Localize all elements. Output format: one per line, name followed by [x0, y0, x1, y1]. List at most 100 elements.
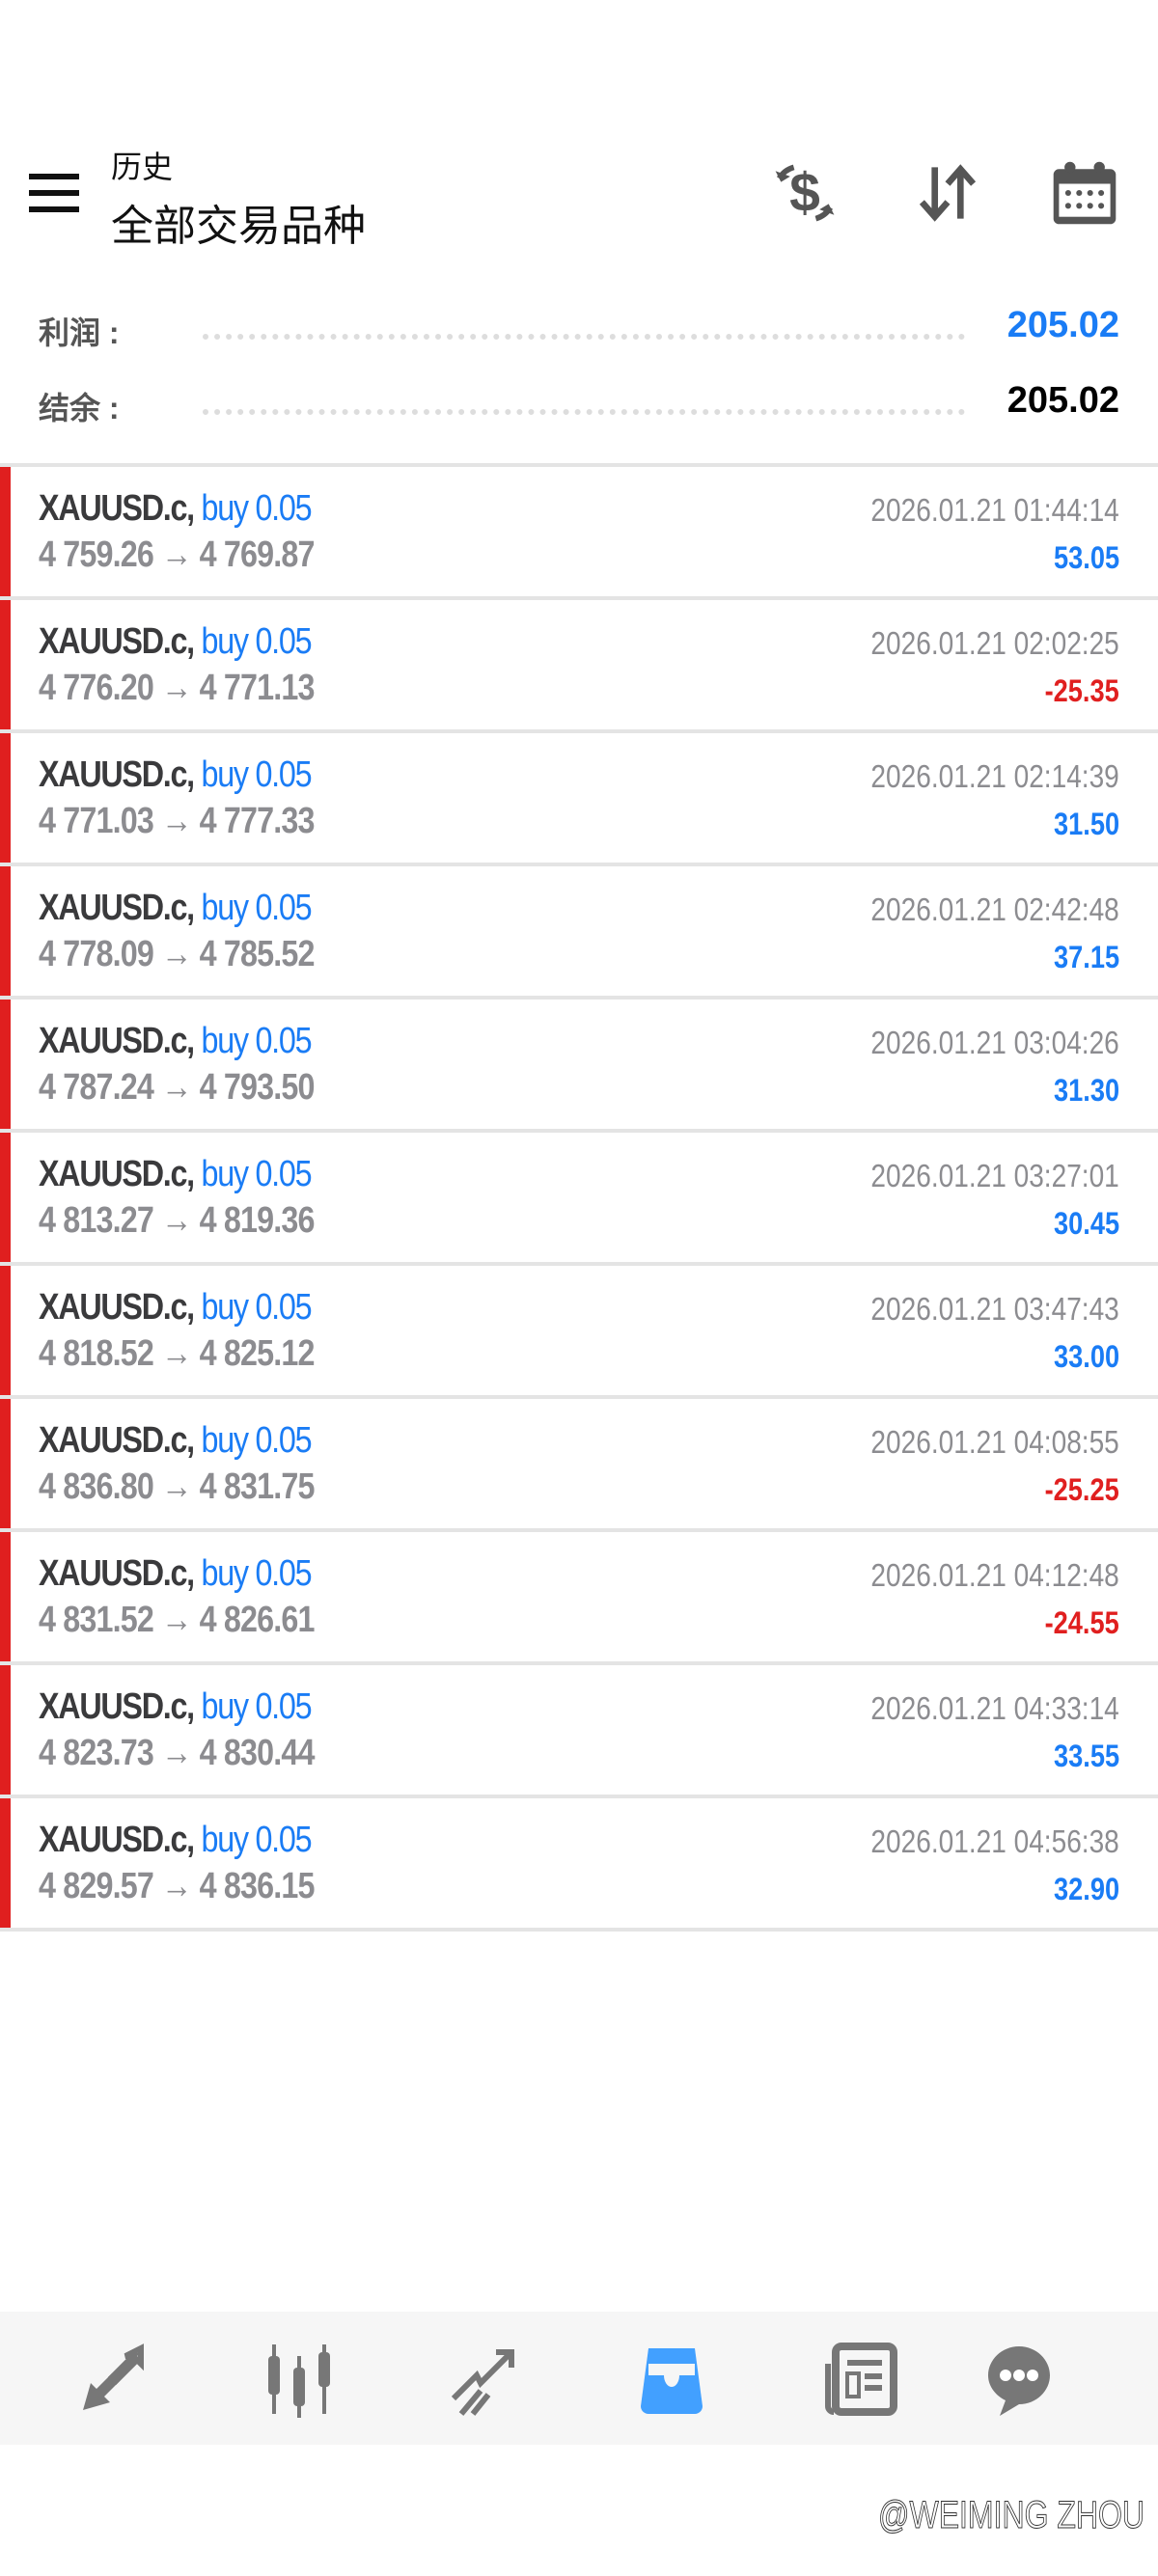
- trade-row[interactable]: XAUUSD.c, buy 0.05 4 818.52 → 4 825.12 2…: [0, 1266, 1158, 1399]
- summary: 利润 : 205.02 结余 : 205.02: [0, 289, 1158, 440]
- trade-symbol: XAUUSD.c,: [39, 888, 195, 928]
- trade-title: XAUUSD.c, buy 0.05: [39, 488, 313, 530]
- trade-symbol: XAUUSD.c,: [39, 1154, 195, 1194]
- bottom-nav: [0, 2312, 1158, 2445]
- quotes-icon[interactable]: [75, 2341, 152, 2418]
- trade-prices: 4 813.27 → 4 819.36: [39, 1200, 315, 1241]
- trade-prices: 4 778.09 → 4 785.52: [39, 934, 315, 974]
- trade-title: XAUUSD.c, buy 0.05: [39, 1686, 313, 1728]
- trade-time: 2026.01.21 04:12:48: [870, 1557, 1119, 1593]
- trade-symbol: XAUUSD.c,: [39, 1021, 195, 1061]
- sort-icon[interactable]: [911, 156, 984, 230]
- trade-list: XAUUSD.c, buy 0.05 4 759.26 → 4 769.87 2…: [0, 463, 1158, 1932]
- buy-indicator-bar: [0, 1133, 11, 1262]
- trade-time: 2026.01.21 02:14:39: [870, 758, 1119, 794]
- balance-label: 结余 :: [39, 391, 120, 425]
- trade-title: XAUUSD.c, buy 0.05: [39, 754, 313, 796]
- chat-icon[interactable]: [980, 2341, 1058, 2418]
- buy-indicator-bar: [0, 866, 11, 996]
- trade-prices: 4 759.26 → 4 769.87: [39, 534, 315, 575]
- trade-time: 2026.01.21 01:44:14: [870, 492, 1119, 528]
- trade-profit: -24.55: [1044, 1605, 1119, 1640]
- trade-side-volume: buy 0.05: [201, 888, 313, 928]
- chart-icon[interactable]: [261, 2341, 338, 2418]
- trade-title: XAUUSD.c, buy 0.05: [39, 621, 313, 663]
- trade-row[interactable]: XAUUSD.c, buy 0.05 4 776.20 → 4 771.13 2…: [0, 600, 1158, 733]
- trade-row[interactable]: XAUUSD.c, buy 0.05 4 759.26 → 4 769.87 2…: [0, 467, 1158, 600]
- balance-row: 结余 : 205.02: [0, 365, 1158, 440]
- trade-prices: 4 787.24 → 4 793.50: [39, 1067, 315, 1108]
- trade-profit: 30.45: [1053, 1206, 1119, 1241]
- trade-row[interactable]: XAUUSD.c, buy 0.05 4 787.24 → 4 793.50 2…: [0, 1000, 1158, 1133]
- trade-row[interactable]: XAUUSD.c, buy 0.05 4 771.03 → 4 777.33 2…: [0, 733, 1158, 866]
- profit-row: 利润 : 205.02: [0, 289, 1158, 365]
- svg-text:$: $: [789, 162, 820, 224]
- trade-side-volume: buy 0.05: [201, 621, 313, 662]
- trade-symbol: XAUUSD.c,: [39, 488, 195, 529]
- trade-profit: -25.35: [1044, 673, 1119, 708]
- trade-profit: 32.90: [1053, 1872, 1119, 1906]
- trade-symbol: XAUUSD.c,: [39, 621, 195, 662]
- trade-time: 2026.01.21 02:02:25: [870, 625, 1119, 661]
- trade-symbol: XAUUSD.c,: [39, 754, 195, 795]
- trade-row[interactable]: XAUUSD.c, buy 0.05 4 823.73 → 4 830.44 2…: [0, 1665, 1158, 1798]
- trade-time: 2026.01.21 04:08:55: [870, 1424, 1119, 1460]
- trade-symbol: XAUUSD.c,: [39, 1420, 195, 1461]
- trade-title: XAUUSD.c, buy 0.05: [39, 1820, 313, 1861]
- trade-prices: 4 818.52 → 4 825.12: [39, 1333, 315, 1374]
- buy-indicator-bar: [0, 1665, 11, 1795]
- trade-title: XAUUSD.c, buy 0.05: [39, 1287, 313, 1329]
- trade-profit: 31.50: [1053, 807, 1119, 841]
- trade-profit: 33.00: [1053, 1339, 1119, 1374]
- trade-symbol: XAUUSD.c,: [39, 1820, 195, 1860]
- toolbar: 历史 全部交易品种 $: [0, 135, 1158, 260]
- calendar-icon[interactable]: [1048, 156, 1121, 230]
- trade-side-volume: buy 0.05: [201, 754, 313, 795]
- buy-indicator-bar: [0, 1798, 11, 1928]
- trade-title: XAUUSD.c, buy 0.05: [39, 888, 313, 929]
- trade-title: XAUUSD.c, buy 0.05: [39, 1420, 313, 1462]
- trade-row[interactable]: XAUUSD.c, buy 0.05 4 831.52 → 4 826.61 2…: [0, 1532, 1158, 1665]
- page-subtitle: 历史: [111, 150, 174, 184]
- trade-time: 2026.01.21 03:04:26: [870, 1025, 1119, 1060]
- trade-side-volume: buy 0.05: [201, 1021, 313, 1061]
- trade-side-volume: buy 0.05: [201, 1420, 313, 1461]
- trade-time: 2026.01.21 03:47:43: [870, 1291, 1119, 1327]
- trade-side-volume: buy 0.05: [201, 488, 313, 529]
- trade-profit: 53.05: [1053, 540, 1119, 575]
- trade-symbol: XAUUSD.c,: [39, 1686, 195, 1727]
- trade-icon[interactable]: [446, 2341, 523, 2418]
- buy-indicator-bar: [0, 1399, 11, 1528]
- buy-indicator-bar: [0, 1266, 11, 1395]
- news-icon[interactable]: [820, 2341, 897, 2418]
- trade-side-volume: buy 0.05: [201, 1820, 313, 1860]
- trade-time: 2026.01.21 04:33:14: [870, 1690, 1119, 1726]
- trade-time: 2026.01.21 04:56:38: [870, 1823, 1119, 1859]
- trade-prices: 4 771.03 → 4 777.33: [39, 801, 315, 841]
- profit-label: 利润 :: [39, 315, 120, 350]
- trade-row[interactable]: XAUUSD.c, buy 0.05 4 829.57 → 4 836.15 2…: [0, 1798, 1158, 1932]
- trade-time: 2026.01.21 03:27:01: [870, 1158, 1119, 1193]
- trade-profit: -25.25: [1044, 1472, 1119, 1507]
- dollar-exchange-icon[interactable]: $: [768, 156, 841, 230]
- menu-icon[interactable]: [29, 174, 79, 212]
- trade-time: 2026.01.21 02:42:48: [870, 891, 1119, 927]
- trade-title: XAUUSD.c, buy 0.05: [39, 1154, 313, 1195]
- trade-prices: 4 776.20 → 4 771.13: [39, 668, 315, 708]
- watermark: @WEIMING ZHOU: [877, 2494, 1145, 2537]
- history-icon[interactable]: [633, 2341, 710, 2418]
- trade-profit: 33.55: [1053, 1739, 1119, 1773]
- trade-title: XAUUSD.c, buy 0.05: [39, 1021, 313, 1062]
- profit-value: 205.02: [1006, 305, 1119, 345]
- trade-row[interactable]: XAUUSD.c, buy 0.05 4 778.09 → 4 785.52 2…: [0, 866, 1158, 1000]
- balance-value: 205.02: [1006, 380, 1119, 421]
- symbol-filter-title[interactable]: 全部交易品种: [111, 203, 366, 250]
- trade-profit: 37.15: [1053, 940, 1119, 974]
- buy-indicator-bar: [0, 733, 11, 863]
- trade-prices: 4 823.73 → 4 830.44: [39, 1733, 315, 1773]
- trade-symbol: XAUUSD.c,: [39, 1553, 195, 1594]
- trade-prices: 4 829.57 → 4 836.15: [39, 1866, 315, 1906]
- trade-row[interactable]: XAUUSD.c, buy 0.05 4 836.80 → 4 831.75 2…: [0, 1399, 1158, 1532]
- buy-indicator-bar: [0, 467, 11, 596]
- trade-row[interactable]: XAUUSD.c, buy 0.05 4 813.27 → 4 819.36 2…: [0, 1133, 1158, 1266]
